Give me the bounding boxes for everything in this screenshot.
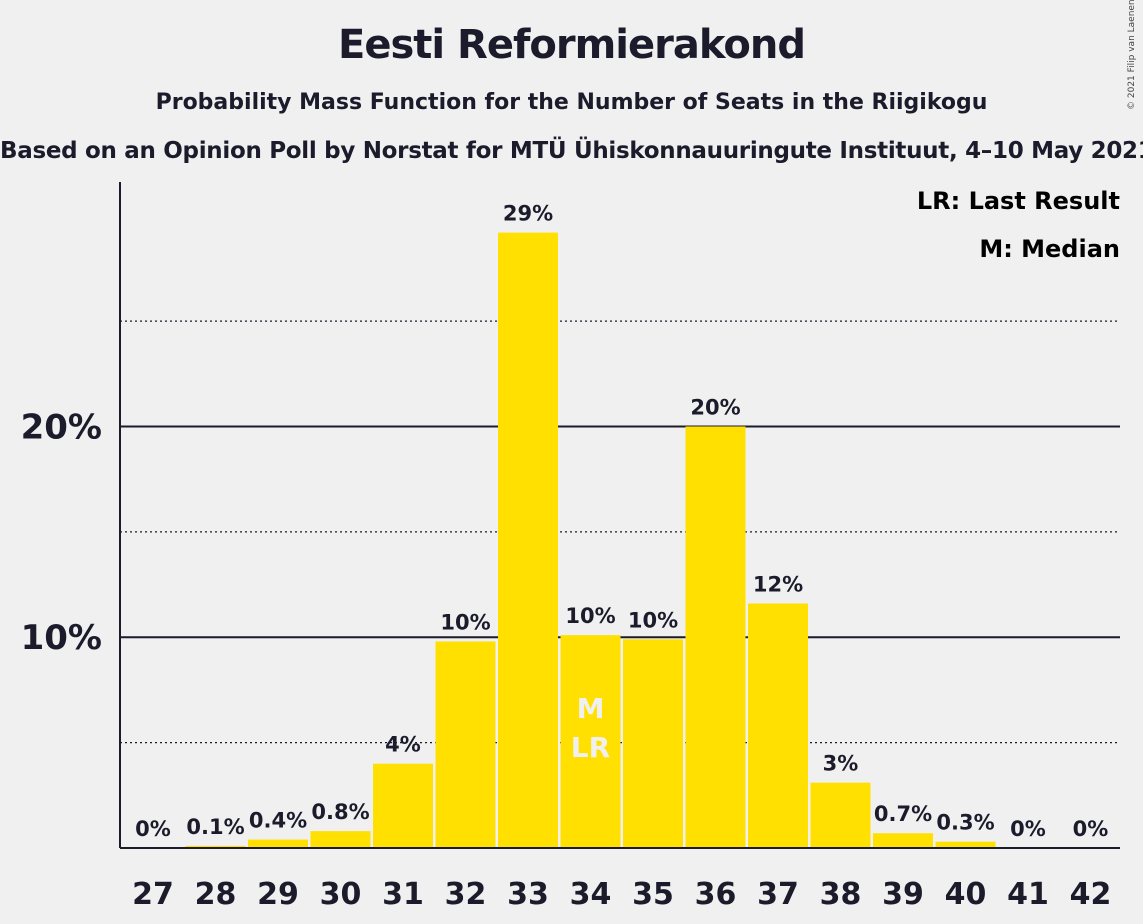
data-label-31: 4% [385, 733, 421, 757]
x-tick-27: 27 [132, 877, 174, 912]
x-tick-33: 33 [507, 877, 549, 912]
bar-labels: 0% 0.1% 0.4% 0.8% 4% 10% 29% 10% M LR 10% 20% 12% 3% 0… [135, 202, 1108, 841]
chart-source-line: Based on an Opinion Poll by Norstat for … [0, 138, 1143, 164]
chart-title: Eesti Reformierakond [338, 22, 806, 68]
legend-last-result: LR: Last Result [917, 187, 1120, 215]
bar-34 [560, 635, 621, 848]
bar-37 [748, 603, 808, 848]
bars [185, 232, 996, 848]
bar-35 [623, 639, 683, 848]
data-label-27: 0% [135, 817, 171, 841]
data-label-36: 20% [690, 395, 740, 419]
x-tick-31: 31 [382, 877, 424, 912]
data-label-34: 10% [565, 604, 615, 628]
data-label-42: 0% [1073, 817, 1109, 841]
x-tick-40: 40 [945, 877, 987, 912]
chart-subtitle: Probability Mass Function for the Number… [155, 90, 988, 115]
data-label-30: 0.8% [311, 800, 369, 824]
data-label-28: 0.1% [186, 815, 244, 839]
x-tick-37: 37 [757, 877, 799, 912]
y-tick-20: 20% [21, 407, 102, 447]
y-tick-10: 10% [21, 618, 102, 658]
bar-31 [373, 763, 433, 848]
x-tick-labels: 27 28 29 30 31 32 33 34 35 36 37 38 39 40 41 42 [132, 877, 1111, 912]
data-label-37: 12% [753, 573, 803, 597]
y-tick-labels: 10% 20% [21, 407, 102, 658]
x-tick-36: 36 [695, 877, 737, 912]
legend-median: M: Median [979, 235, 1120, 263]
bar-36 [685, 426, 746, 848]
bar-28 [185, 845, 246, 848]
bar-38 [810, 782, 871, 848]
data-label-35: 10% [628, 608, 678, 632]
data-label-39: 0.7% [874, 802, 932, 826]
x-tick-32: 32 [445, 877, 487, 912]
bar-29 [248, 839, 308, 848]
data-label-33: 29% [503, 202, 553, 226]
x-tick-35: 35 [632, 877, 674, 912]
data-label-38: 3% [823, 752, 859, 776]
bar-39 [873, 833, 933, 848]
x-tick-30: 30 [320, 877, 362, 912]
bar-40 [935, 841, 996, 848]
data-label-40: 0.3% [936, 811, 994, 835]
bar-32 [435, 641, 496, 848]
x-tick-42: 42 [1070, 877, 1112, 912]
bar-33 [498, 232, 558, 848]
data-label-29: 0.4% [249, 809, 307, 833]
last-result-marker: LR [571, 731, 610, 764]
x-tick-38: 38 [820, 877, 862, 912]
axes [119, 182, 1120, 849]
x-tick-41: 41 [1007, 877, 1049, 912]
data-label-32: 10% [440, 610, 490, 634]
bar-30 [310, 831, 371, 848]
x-tick-29: 29 [257, 877, 299, 912]
data-label-41: 0% [1010, 817, 1046, 841]
x-tick-28: 28 [195, 877, 237, 912]
x-tick-34: 34 [570, 877, 612, 912]
median-marker: M [577, 692, 605, 725]
x-tick-39: 39 [882, 877, 924, 912]
